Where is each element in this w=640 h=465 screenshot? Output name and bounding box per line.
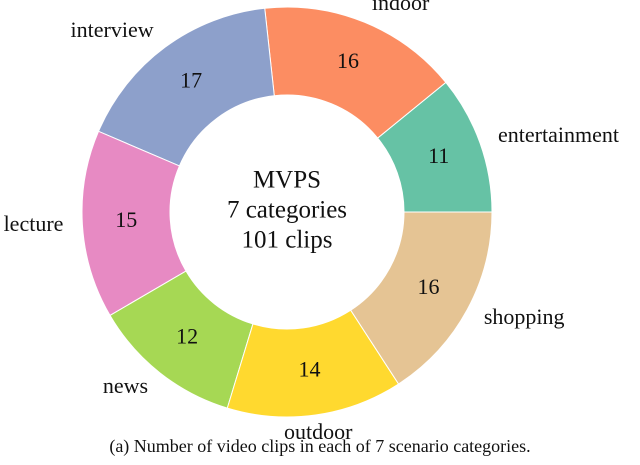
donut-slice bbox=[264, 6, 447, 139]
donut-slice bbox=[349, 211, 493, 385]
value-label: 16 bbox=[337, 48, 359, 73]
value-label: 12 bbox=[176, 323, 198, 348]
value-label: 17 bbox=[180, 68, 202, 93]
center-text: 7 categories bbox=[227, 197, 347, 224]
caption: (a) Number of video clips in each of 7 s… bbox=[109, 436, 530, 457]
category-label: outdoor bbox=[284, 419, 353, 444]
category-label: lecture bbox=[4, 211, 64, 236]
value-label: 11 bbox=[428, 143, 449, 168]
donut-slice bbox=[97, 7, 275, 167]
value-label: 14 bbox=[298, 356, 320, 381]
center-text: MVPS bbox=[253, 167, 321, 194]
value-label: 16 bbox=[417, 274, 439, 299]
category-label: entertainment bbox=[498, 122, 619, 147]
category-label: indoor bbox=[372, 0, 430, 15]
category-label: interview bbox=[71, 17, 154, 42]
category-label: news bbox=[103, 373, 148, 398]
category-label: shopping bbox=[484, 304, 565, 329]
center-text: 101 clips bbox=[242, 227, 333, 254]
value-label: 15 bbox=[115, 207, 137, 232]
